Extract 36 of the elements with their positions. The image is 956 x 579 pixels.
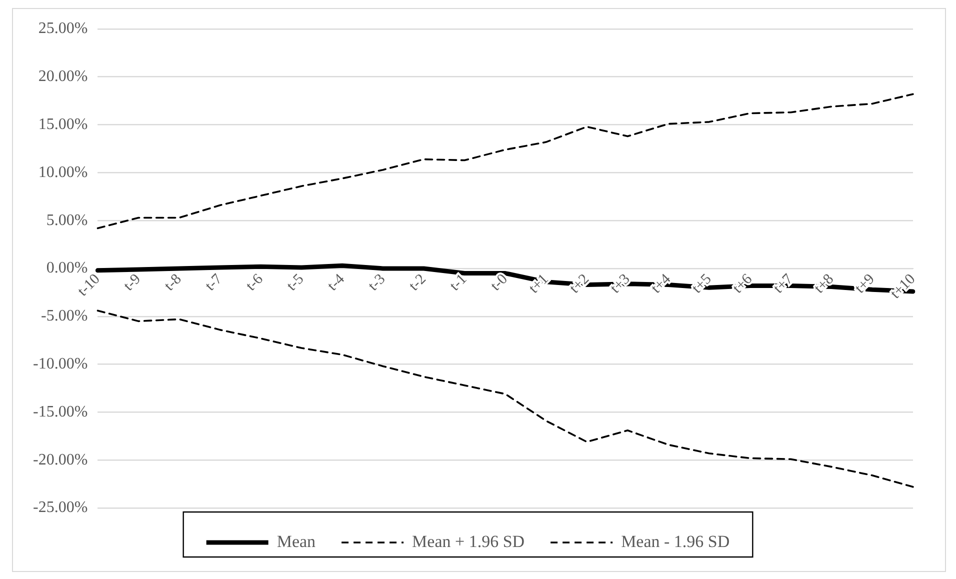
- y-tick-label: 20.00%: [38, 68, 88, 86]
- x-tick-label: t+9: [852, 271, 878, 297]
- x-tick-label: t+8: [812, 271, 838, 297]
- x-tick-label: t+6: [730, 270, 756, 297]
- y-tick-label: -10.00%: [33, 356, 88, 373]
- x-tick-label: t-1: [447, 271, 470, 294]
- x-tick-label: t+1: [526, 271, 552, 297]
- x-tick-label: t-9: [120, 271, 144, 294]
- line-series: [96, 93, 914, 230]
- y-tick-label: -20.00%: [33, 451, 88, 468]
- x-tick-label: t+10: [888, 271, 919, 302]
- y-tick-label: 15.00%: [38, 116, 88, 134]
- x-tick-label: t-7: [202, 270, 226, 294]
- line-series: [96, 310, 914, 488]
- y-tick-label: 25.00%: [38, 20, 88, 38]
- y-tick-label: -15.00%: [33, 403, 88, 420]
- x-tick-label: t-2: [406, 271, 430, 294]
- x-tick-label: t+7: [770, 270, 797, 297]
- x-tick-label: t+5: [689, 271, 715, 297]
- x-tick-label: t-8: [162, 271, 185, 294]
- y-tick-label: -5.00%: [41, 308, 88, 325]
- x-tick-label: t+2: [566, 271, 592, 297]
- x-tick-label: t+4: [648, 270, 674, 297]
- legend-label: Mean - 1.96 SD: [621, 532, 730, 551]
- y-tick-label: 5.00%: [46, 212, 88, 229]
- x-tick-label: t+3: [608, 271, 634, 297]
- x-tick-label: t-5: [284, 271, 308, 294]
- y-tick-label: 10.00%: [38, 164, 88, 181]
- legend-label: Mean: [276, 532, 316, 551]
- x-tick-label: t-0: [488, 271, 511, 294]
- y-tick-label: 0.00%: [46, 260, 88, 277]
- x-tick-label: t-6: [243, 270, 267, 294]
- x-tick-label: t-4: [324, 270, 348, 294]
- legend-label: Mean + 1.96 SD: [412, 532, 525, 551]
- x-tick-label: t-3: [366, 271, 389, 294]
- y-tick-label: -25.00%: [33, 499, 88, 516]
